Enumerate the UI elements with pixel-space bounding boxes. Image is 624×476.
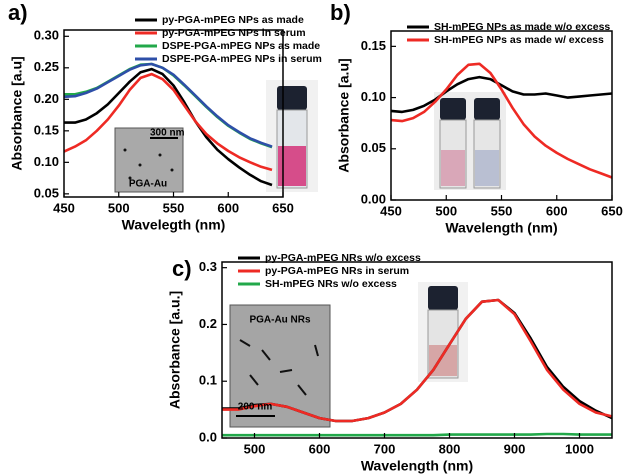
x-tick-label: 500 bbox=[435, 203, 457, 218]
x-axis-title: Wavelegth (nm) bbox=[122, 217, 226, 233]
vial-photo bbox=[434, 92, 506, 190]
x-tick-label: 450 bbox=[53, 200, 75, 215]
inset-label: PGA-Au bbox=[129, 179, 167, 190]
data-line bbox=[222, 298, 613, 423]
y-tick-label: 0.05 bbox=[361, 140, 386, 155]
y-tick-label: 0.15 bbox=[361, 38, 386, 53]
x-tick-label: 550 bbox=[491, 203, 513, 218]
inset-label: PGA-Au NRs bbox=[249, 315, 311, 326]
vial-photo bbox=[418, 282, 468, 382]
data-line bbox=[63, 62, 273, 148]
x-tick-label: 600 bbox=[309, 441, 331, 456]
inset-label: 300 nm bbox=[150, 128, 185, 139]
x-tick-label: 500 bbox=[108, 200, 130, 215]
y-tick-label: 0.15 bbox=[34, 122, 59, 137]
legend-label: py-PGA-mPEG NRs in serum bbox=[265, 265, 409, 277]
x-tick-label: 700 bbox=[374, 441, 396, 456]
y-tick-label: 0.30 bbox=[34, 28, 59, 43]
vial-photo bbox=[266, 80, 318, 192]
x-tick-label: 800 bbox=[439, 441, 461, 456]
y-tick-label: 0.1 bbox=[199, 373, 217, 388]
y-axis-title: Absorbance [a.u.] bbox=[167, 291, 183, 409]
data-line bbox=[222, 432, 612, 437]
x-axis-title: Wavelength (nm) bbox=[445, 220, 557, 236]
legend-label: py-PGA-mPEG NRs w/o excess bbox=[265, 252, 421, 264]
inset-label: 200 nm bbox=[238, 402, 273, 413]
panel-label: b) bbox=[330, 0, 351, 25]
data-line bbox=[64, 67, 273, 187]
x-tick-label: 650 bbox=[272, 200, 294, 215]
legend-label: py-PGA-mPEG NPs as made bbox=[162, 14, 304, 26]
legend-label: SH-mPEG NPs as made w/o excess bbox=[434, 21, 610, 33]
x-tick-label: 1000 bbox=[565, 441, 594, 456]
x-tick-label: 600 bbox=[546, 203, 568, 218]
legend-label: DSPE-PGA-mPEG NPs as made bbox=[162, 40, 320, 52]
y-axis-title: Absorbance [a.u] bbox=[336, 58, 352, 172]
x-tick-label: 900 bbox=[504, 441, 526, 456]
data-line bbox=[390, 75, 613, 114]
y-axis-title: Absorbance [a.u] bbox=[9, 56, 25, 170]
y-tick-label: 0.10 bbox=[34, 154, 59, 169]
legend-label: DSPE-PGA-mPEG NPs in serum bbox=[162, 53, 322, 65]
y-tick-label: 0.3 bbox=[199, 259, 217, 274]
y-tick-label: 0.10 bbox=[361, 89, 386, 104]
x-tick-label: 500 bbox=[244, 441, 266, 456]
y-tick-label: 0.00 bbox=[361, 191, 386, 206]
data-line bbox=[390, 62, 613, 179]
legend-label: SH-mPEG NRs w/o excess bbox=[265, 278, 397, 290]
legend-label: SH-mPEG NPs as made w/ excess bbox=[434, 34, 604, 46]
y-tick-label: 0.20 bbox=[34, 91, 59, 106]
plot-frame bbox=[221, 261, 613, 439]
data-line bbox=[63, 72, 273, 172]
x-tick-label: 450 bbox=[380, 203, 402, 218]
x-tick-label: 650 bbox=[601, 203, 623, 218]
y-tick-label: 0.05 bbox=[34, 185, 59, 200]
x-tick-label: 600 bbox=[217, 200, 239, 215]
y-tick-label: 0.2 bbox=[199, 316, 217, 331]
tem-inset bbox=[114, 127, 184, 193]
panel-label: c) bbox=[172, 256, 192, 281]
x-tick-label: 550 bbox=[163, 200, 185, 215]
y-tick-label: 0.0 bbox=[199, 429, 217, 444]
x-axis-title: Wavelength (nm) bbox=[361, 458, 473, 474]
panel-label: a) bbox=[8, 0, 28, 25]
legend-label: py-PGA-mPEG NPs in serum bbox=[162, 27, 306, 39]
y-tick-label: 0.25 bbox=[34, 59, 59, 74]
